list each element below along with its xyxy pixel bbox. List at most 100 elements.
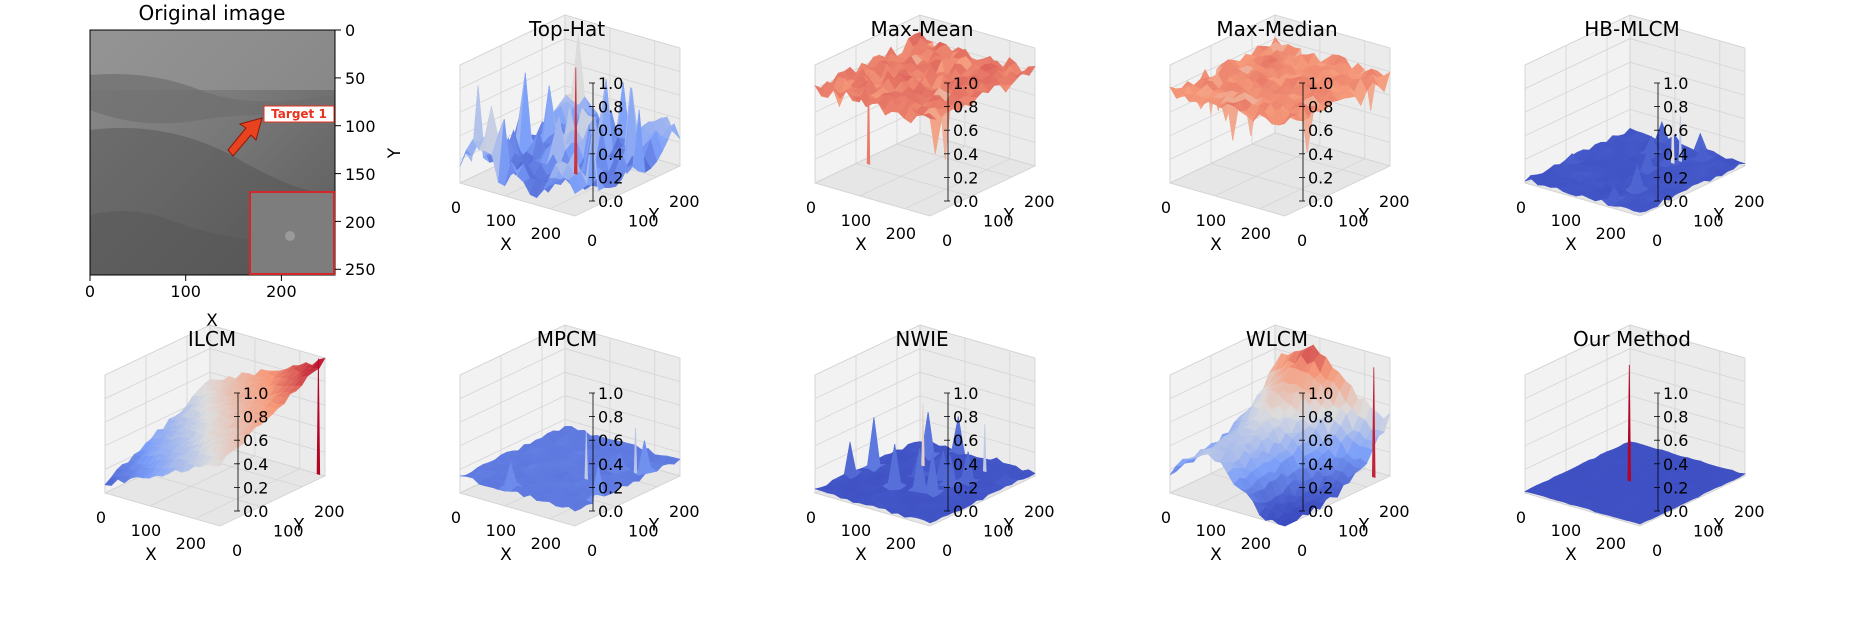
- y-tick-label: 0: [942, 541, 952, 560]
- original-y-tick: 0: [345, 21, 355, 40]
- x-axis-label: X: [145, 545, 157, 565]
- panel-title: Our Method: [1573, 327, 1691, 351]
- x-tick-label: 100: [486, 521, 517, 540]
- surface: [1169, 344, 1391, 527]
- panel-title: WLCM: [1246, 327, 1308, 351]
- surface: [459, 425, 681, 512]
- x-tick-label: 200: [1596, 534, 1627, 553]
- z-tick-label: 0.6: [598, 431, 623, 450]
- z-tick-label: 0.6: [598, 121, 623, 140]
- y-axis-label: Y: [293, 516, 305, 536]
- z-tick-label: 0.0: [1308, 192, 1333, 211]
- z-tick-label: 0.2: [1663, 478, 1688, 497]
- y-tick-label: 0: [1652, 541, 1662, 560]
- y-axis-label: Y: [648, 206, 660, 226]
- x-tick-label: 100: [486, 211, 517, 230]
- y-tick-label: 100: [1693, 211, 1724, 230]
- x-tick-label: 100: [1551, 521, 1582, 540]
- original-y-tick: 250: [345, 260, 376, 279]
- x-axis-label: X: [1210, 545, 1222, 565]
- panel-title: NWIE: [895, 327, 948, 351]
- z-tick-label: 0.2: [1308, 168, 1333, 187]
- surface-panel: 0.0 0.2 0.4 0.6 0.8 1.0 0 100 200 X 0 100 200 Y Top-Ha…: [451, 14, 700, 255]
- surface-panel: 0.0 0.2 0.4 0.6 0.8 1.0 0 100 200 X 0 100 200 Y NWIE: [806, 324, 1055, 565]
- surface: [1169, 36, 1391, 153]
- original-y-tick: 50: [345, 69, 365, 88]
- z-tick-label: 0.8: [953, 98, 978, 117]
- z-tick-label: 0.4: [243, 455, 268, 474]
- original-y-tick: 200: [345, 213, 376, 232]
- original-x-tick: 0: [85, 282, 95, 301]
- surface: [814, 31, 1036, 165]
- original-y-axis: 0 50 100 150 200 250 Y: [335, 21, 405, 279]
- z-tick-label: 0.0: [1308, 502, 1333, 521]
- z-tick-label: 0.4: [1308, 145, 1333, 164]
- z-tick-label: 0.2: [953, 478, 978, 497]
- x-tick-label: 200: [176, 534, 207, 553]
- z-tick-label: 0.6: [243, 431, 268, 450]
- y-axis-label: Y: [1358, 516, 1370, 536]
- y-tick-label: 100: [273, 521, 304, 540]
- panel-title: HB-MLCM: [1584, 17, 1680, 41]
- surface: [459, 33, 681, 199]
- surface-panel: 0.0 0.2 0.4 0.6 0.8 1.0 0 100 200 X 0 100 200 Y WLCM: [1161, 324, 1410, 565]
- y-tick-label: 200: [1024, 192, 1055, 211]
- y-tick-label: 100: [983, 521, 1014, 540]
- original-y-tick: 100: [345, 117, 376, 136]
- surface-panel: 0.0 0.2 0.4 0.6 0.8 1.0 0 100 200 X 0 100 200 Y HB-MLC…: [1516, 14, 1765, 255]
- x-tick-label: 0: [96, 508, 106, 527]
- surface: [104, 357, 326, 486]
- x-tick-label: 0: [451, 508, 461, 527]
- z-tick-label: 0.6: [953, 431, 978, 450]
- z-tick-label: 0.6: [1308, 431, 1333, 450]
- x-tick-label: 0: [1516, 198, 1526, 217]
- panel-title: MPCM: [537, 327, 598, 351]
- y-axis-label: Y: [1713, 516, 1725, 536]
- y-tick-label: 200: [1734, 192, 1765, 211]
- x-axis-label: X: [1210, 235, 1222, 255]
- y-tick-label: 0: [587, 541, 597, 560]
- target-arrow-icon: [227, 117, 263, 157]
- x-tick-label: 100: [1551, 211, 1582, 230]
- panel-title: ILCM: [188, 327, 236, 351]
- y-axis-label: Y: [648, 516, 660, 536]
- x-axis-label: X: [855, 235, 867, 255]
- y-tick-label: 200: [1734, 502, 1765, 521]
- panel-title: Max-Median: [1216, 17, 1337, 41]
- y-axis-label: Y: [1358, 206, 1370, 226]
- x-tick-label: 100: [841, 211, 872, 230]
- surface-panel: 0.0 0.2 0.4 0.6 0.8 1.0 0 100 200 X 0 100 200 Y Our Me…: [1516, 324, 1765, 565]
- x-tick-label: 0: [1161, 198, 1171, 217]
- z-tick-label: 0.8: [1308, 98, 1333, 117]
- x-axis-label: X: [500, 235, 512, 255]
- z-tick-label: 1.0: [953, 384, 978, 403]
- z-tick-label: 1.0: [1308, 384, 1333, 403]
- x-tick-label: 100: [131, 521, 162, 540]
- z-tick-label: 0.0: [953, 502, 978, 521]
- y-tick-label: 0: [942, 231, 952, 250]
- surface: [1524, 106, 1746, 213]
- y-tick-label: 200: [669, 192, 700, 211]
- y-tick-label: 200: [669, 502, 700, 521]
- z-tick-label: 0.2: [1308, 478, 1333, 497]
- z-tick-label: 0.8: [598, 98, 623, 117]
- x-tick-label: 0: [806, 508, 816, 527]
- original-x-tick: 100: [170, 282, 201, 301]
- x-tick-label: 100: [841, 521, 872, 540]
- z-tick-label: 1.0: [598, 384, 623, 403]
- x-tick-label: 200: [1596, 224, 1627, 243]
- z-tick-label: 0.4: [953, 455, 978, 474]
- y-axis-label: Y: [1003, 516, 1015, 536]
- z-tick-label: 0.4: [1663, 145, 1688, 164]
- y-tick-label: 0: [1297, 231, 1307, 250]
- y-tick-label: 100: [1338, 521, 1369, 540]
- z-tick-label: 0.8: [1308, 408, 1333, 427]
- z-tick-label: 0.6: [953, 121, 978, 140]
- z-tick-label: 1.0: [1663, 384, 1688, 403]
- original-y-label: Y: [385, 147, 405, 159]
- z-tick-label: 0.8: [1663, 98, 1688, 117]
- x-tick-label: 200: [1241, 224, 1272, 243]
- y-tick-label: 200: [1024, 502, 1055, 521]
- surface-panel: 0.0 0.2 0.4 0.6 0.8 1.0 0 100 200 X 0 100 200 Y Max-Me…: [1161, 14, 1410, 255]
